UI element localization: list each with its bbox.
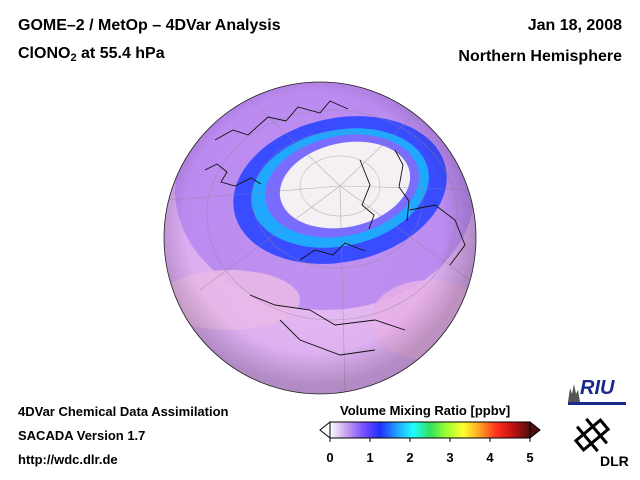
title-line1: GOME–2 / MetOp – 4DVar Analysis <box>18 17 281 34</box>
species-subscript: 2 <box>70 52 77 64</box>
colorbar-tick-label: 2 <box>406 450 413 465</box>
region-label: Northern Hemisphere <box>458 48 622 65</box>
colorbar-ticks: 0 1 2 3 4 5 <box>326 438 534 465</box>
riu-logo: RIU <box>568 377 626 405</box>
colorbar-right-arrow <box>529 420 541 440</box>
species-level: at 55.4 hPa <box>76 45 165 62</box>
globe-outline <box>163 81 477 395</box>
riu-underline <box>568 402 626 405</box>
dlr-logo: DLR <box>573 417 629 469</box>
date-label: Jan 18, 2008 <box>527 17 622 34</box>
colorbar-tick-label: 1 <box>366 450 373 465</box>
colorbar-tick-label: 3 <box>446 450 453 465</box>
species-title: ClONO2 at 55.4 hPa <box>18 45 165 64</box>
colorbar-tick-label: 4 <box>486 450 494 465</box>
footer-assimilation: 4DVar Chemical Data Assimilation <box>18 404 229 419</box>
footer-version: SACADA Version 1.7 <box>18 428 146 443</box>
dlr-emblem-icon <box>573 417 611 453</box>
colorbar-tick-label: 5 <box>526 450 533 465</box>
dlr-text: DLR <box>600 453 629 469</box>
riu-skyline-icon <box>568 384 580 402</box>
globe-shading <box>164 82 476 394</box>
species-main: ClONO <box>18 45 71 62</box>
colorbar-title: Volume Mixing Ratio [ppbv] <box>340 403 511 418</box>
footer-url[interactable]: http://wdc.dlr.de <box>18 452 118 467</box>
colorbar-gradient <box>329 421 531 439</box>
colorbar-tick-label: 0 <box>326 450 333 465</box>
globe-map <box>163 81 477 395</box>
colorbar-left-arrow <box>319 420 331 440</box>
riu-text: RIU <box>580 377 615 399</box>
colorbar: 0 1 2 3 4 5 <box>319 420 541 465</box>
